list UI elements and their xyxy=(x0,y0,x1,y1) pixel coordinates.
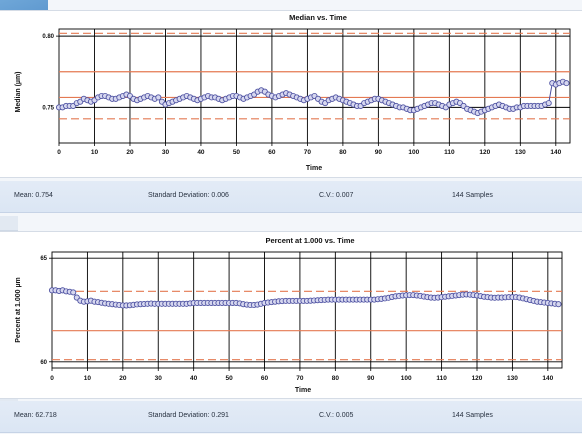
median-x-tick-label: 60 xyxy=(268,149,276,156)
percent-x-tick-label: 110 xyxy=(436,375,447,382)
median-x-tick-label: 120 xyxy=(479,149,490,156)
median-samples-stat: 144 Samples xyxy=(452,192,493,199)
median-plot-frame xyxy=(58,28,571,144)
median-chart-x-axis-label: Time xyxy=(306,165,322,172)
percent-x-tick-label: 20 xyxy=(119,375,127,382)
percent-y-tick-label: 65 xyxy=(40,256,47,262)
percent-chart-y-axis-label: Percent at 1.000 µm xyxy=(15,277,22,343)
percent-data-point xyxy=(555,301,562,308)
median-cv-stat: C.V.: 0.007 xyxy=(319,192,354,199)
median-plot-group: 0 10 20 30 40 50 60 70 80 90 100 110 120 130 140 0.80 0.… xyxy=(42,28,571,156)
percent-x-tick-label: 80 xyxy=(332,375,340,382)
percent-x-tick-label: 100 xyxy=(401,375,412,382)
percent-x-tick-label: 10 xyxy=(84,375,92,382)
percent-x-tick-label: 90 xyxy=(367,375,375,382)
median-chart-y-axis-label: Median (µm) xyxy=(15,72,22,113)
median-data-point xyxy=(155,94,162,101)
median-x-tick-label: 110 xyxy=(444,149,455,156)
median-x-tick-label: 40 xyxy=(197,149,205,156)
percent-y-tick-label: 60 xyxy=(40,360,47,366)
median-x-tick-label: 80 xyxy=(339,149,347,156)
median-stats-bar: Mean: 0.754 Standard Deviation: 0.006 C.… xyxy=(0,181,582,213)
median-data-point xyxy=(563,80,570,87)
percent-x-tick-label: 0 xyxy=(50,375,54,382)
percent-plot-group: 0 10 20 30 40 50 60 70 80 90 100 110 120 130 140 65 60 xyxy=(40,251,563,382)
percent-data-point xyxy=(70,289,77,296)
percent-x-tick-label: 30 xyxy=(155,375,163,382)
median-x-tick-label: 20 xyxy=(126,149,134,156)
percent-x-tick-label: 130 xyxy=(507,375,518,382)
median-x-tick-label: 0 xyxy=(57,149,61,156)
median-x-tick-label: 100 xyxy=(408,149,419,156)
median-y-tick-label: 0.75 xyxy=(42,105,54,111)
median-x-tick-label: 10 xyxy=(91,149,99,156)
median-x-tick-label: 90 xyxy=(375,149,383,156)
percent-chart-title: Percent at 1.000 vs. Time xyxy=(265,236,354,245)
median-x-tick-label: 30 xyxy=(162,149,170,156)
percent-samples-stat: 144 Samples xyxy=(452,412,493,419)
percent-standard-deviation-stat: Standard Deviation: 0.291 xyxy=(148,412,229,419)
median-standard-deviation-stat: Standard Deviation: 0.006 xyxy=(148,192,229,199)
percent-chart-x-axis-label: Time xyxy=(295,387,311,394)
median-x-tick-label: 130 xyxy=(515,149,526,156)
percent-stats-bar: Mean: 62.718 Standard Deviation: 0.291 C… xyxy=(0,401,582,433)
median-x-tick-label: 140 xyxy=(550,149,561,156)
percent-cv-stat: C.V.: 0.005 xyxy=(319,412,354,419)
median-y-tick-label: 0.80 xyxy=(42,34,54,40)
percent-x-tick-label: 50 xyxy=(225,375,233,382)
median-x-tick-label: 70 xyxy=(304,149,312,156)
percent-plot-frame xyxy=(51,251,563,369)
median-mean-stat: Mean: 0.754 xyxy=(14,192,53,199)
percent-x-tick-label: 140 xyxy=(542,375,553,382)
percent-x-tick-label: 120 xyxy=(472,375,483,382)
median-x-tick-label: 50 xyxy=(233,149,241,156)
percent-mean-stat: Mean: 62.718 xyxy=(14,412,57,419)
percent-x-tick-label: 60 xyxy=(261,375,269,382)
percent-x-tick-label: 40 xyxy=(190,375,198,382)
median-chart-title: Median vs. Time xyxy=(289,13,347,22)
percent-x-tick-label: 70 xyxy=(296,375,304,382)
median-data-point xyxy=(545,100,552,107)
